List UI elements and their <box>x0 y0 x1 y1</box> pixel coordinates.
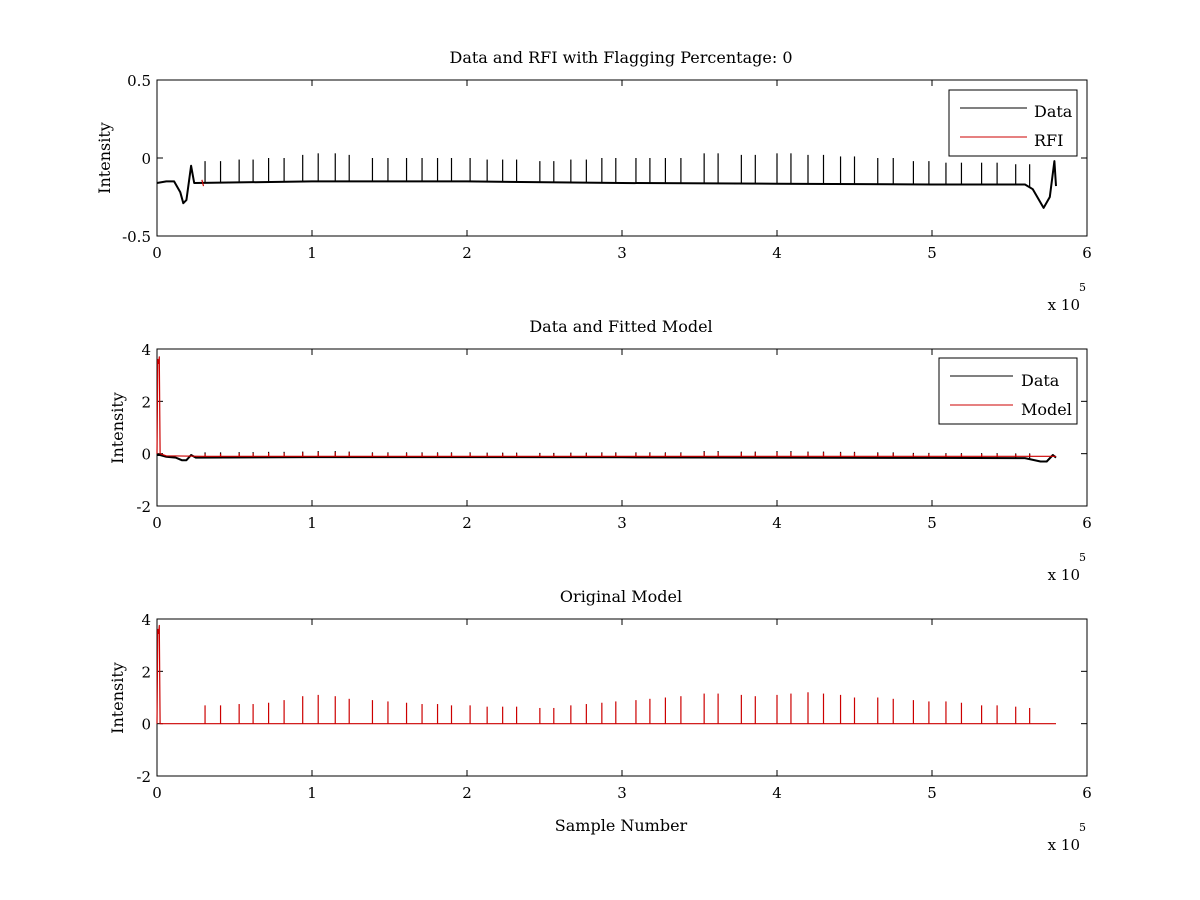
x-tick-label: 3 <box>617 784 627 802</box>
legend: Data RFI <box>948 89 1078 157</box>
x-tick-label: 4 <box>772 514 782 532</box>
axes-frame <box>156 79 1088 237</box>
legend-rfi-label: RFI <box>1034 131 1063 150</box>
x-tick-label: 5 <box>927 244 937 262</box>
axes-frame <box>156 618 1088 777</box>
y-tick-label: 2 <box>141 663 151 681</box>
y-tick-label: -0.5 <box>122 228 151 246</box>
y-axis-label: Intensity <box>108 392 127 464</box>
x-tick-label: 2 <box>462 784 472 802</box>
y-tick-label: 2 <box>141 393 151 411</box>
y-axis-label: Intensity <box>95 122 114 194</box>
x-tick-label: 1 <box>307 514 317 532</box>
legend-model-label: Model <box>1021 400 1072 419</box>
x-exponent-label: x 10 <box>1048 296 1080 314</box>
y-tick-label: 0 <box>141 716 151 734</box>
series-rfi-line <box>201 179 205 187</box>
subplot-fitted-model: Data and Fitted Model Intensity x 10 5 0… <box>108 317 1092 584</box>
chart-title: Original Model <box>560 587 682 606</box>
x-tick-label: 1 <box>307 784 317 802</box>
x-exponent-label: x 10 <box>1048 566 1080 584</box>
axes-frame <box>156 348 1088 507</box>
y-tick-label: -2 <box>136 768 151 786</box>
x-tick-label: 1 <box>307 244 317 262</box>
x-tick-label: 6 <box>1082 514 1092 532</box>
x-tick-label: 3 <box>617 244 627 262</box>
x-exponent-label: x 10 <box>1048 836 1080 854</box>
legend-data-label: Data <box>1034 102 1073 121</box>
x-exponent-value: 5 <box>1079 551 1086 564</box>
series-data-line <box>157 454 1057 463</box>
series-model-line <box>156 624 1056 725</box>
x-tick-label: 0 <box>152 514 162 532</box>
x-exponent-value: 5 <box>1079 281 1086 294</box>
x-tick-label: 4 <box>772 784 782 802</box>
x-tick-label: 0 <box>152 784 162 802</box>
x-tick-label: 0 <box>152 244 162 262</box>
series-data-line <box>156 160 1057 209</box>
chart-title: Data and RFI with Flagging Percentage: 0 <box>449 48 792 67</box>
y-tick-label: 0 <box>141 446 151 464</box>
x-axis-label: Sample Number <box>555 816 688 835</box>
x-tick-label: 4 <box>772 244 782 262</box>
series-model-line <box>156 356 1056 457</box>
subplot-data-rfi: Data and RFI with Flagging Percentage: 0… <box>95 48 1092 314</box>
y-tick-label: 0.5 <box>127 72 151 90</box>
x-tick-label: 5 <box>927 784 937 802</box>
legend-box <box>948 89 1078 157</box>
x-tick-label: 6 <box>1082 244 1092 262</box>
x-tick-label: 6 <box>1082 784 1092 802</box>
x-tick-label: 2 <box>462 514 472 532</box>
chart-title: Data and Fitted Model <box>529 317 712 336</box>
x-exponent-value: 5 <box>1079 821 1086 834</box>
legend-box <box>938 357 1078 425</box>
subplot-original-model: Original Model Intensity Sample Number x… <box>108 587 1092 854</box>
y-tick-label: -2 <box>136 498 151 516</box>
legend: Data Model <box>938 357 1078 425</box>
legend-data-label: Data <box>1021 371 1060 390</box>
y-tick-label: 4 <box>141 611 151 629</box>
y-axis-label: Intensity <box>108 662 127 734</box>
y-tick-label: 4 <box>141 341 151 359</box>
x-tick-label: 5 <box>927 514 937 532</box>
x-tick-label: 3 <box>617 514 627 532</box>
y-tick-label: 0 <box>141 150 151 168</box>
x-tick-label: 2 <box>462 244 472 262</box>
